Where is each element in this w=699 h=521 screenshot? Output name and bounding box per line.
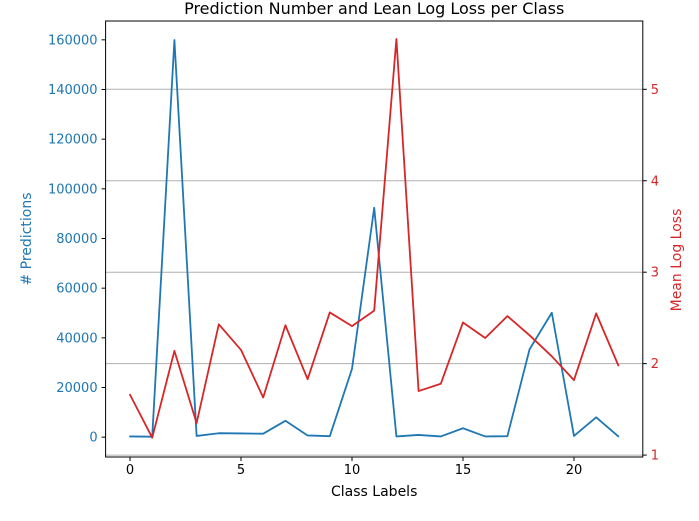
- left-y-tick-label: 100000: [48, 182, 98, 197]
- predictions-line: [129, 39, 620, 438]
- x-tick-label: 5: [237, 463, 245, 478]
- left-y-tick-label: 40000: [56, 331, 97, 346]
- x-tick-label: 10: [344, 463, 361, 478]
- x-axis-label: Class Labels: [331, 484, 417, 500]
- chart-title: Prediction Number and Lean Log Loss per …: [184, 0, 564, 18]
- left-y-tick-label: 0: [89, 431, 97, 446]
- right-y-tick-label: 4: [651, 174, 659, 189]
- right-y-tick-label: 5: [651, 83, 659, 98]
- left-y-tick-label: 120000: [48, 133, 98, 148]
- x-tick-label: 15: [455, 463, 472, 478]
- gridlines: [105, 88, 643, 456]
- left-y-axis-label: # Predictions: [19, 192, 35, 285]
- log-loss-line: [129, 38, 620, 439]
- right-y-tick-label: 2: [651, 357, 659, 372]
- right-y-tick-label: 3: [651, 266, 659, 281]
- x-tick-label: 20: [566, 463, 583, 478]
- left-y-tick-label: 80000: [56, 232, 97, 247]
- left-y-tick-label: 140000: [48, 83, 98, 98]
- x-ticks: 0 5 10 15 20: [126, 457, 582, 478]
- x-tick-label: 0: [126, 463, 134, 478]
- right-y-ticks: 1 2 3 4 5: [642, 83, 659, 464]
- right-y-tick-label: 1: [651, 449, 659, 464]
- left-y-ticks: 0 20000 40000 60000 80000 100000 120000 140000 1…: [48, 33, 106, 446]
- left-y-tick-label: 160000: [48, 33, 98, 48]
- left-y-tick-label: 60000: [56, 282, 97, 297]
- left-y-tick-label: 20000: [56, 381, 97, 396]
- right-y-axis-label: Mean Log Loss: [669, 209, 685, 312]
